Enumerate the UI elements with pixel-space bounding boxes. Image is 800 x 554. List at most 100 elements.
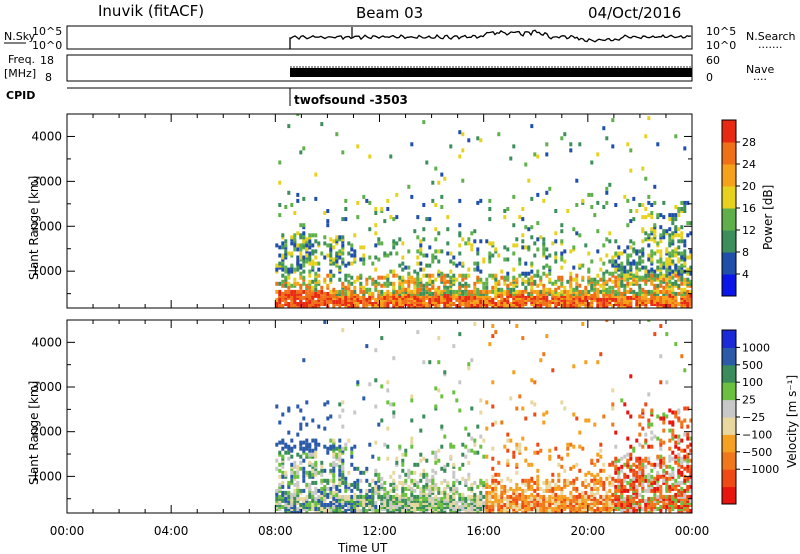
heatmap-cell bbox=[545, 302, 549, 306]
heatmap-cell bbox=[299, 251, 303, 256]
heatmap-cell bbox=[299, 289, 303, 294]
colorbar-tick-label: −25 bbox=[742, 411, 765, 424]
heatmap-cell bbox=[647, 233, 651, 238]
heatmap-cell bbox=[380, 494, 384, 499]
heatmap-cell bbox=[602, 414, 606, 419]
heatmap-cell bbox=[401, 452, 405, 457]
heatmap-cell bbox=[413, 470, 417, 475]
heatmap-cell bbox=[668, 265, 672, 270]
heatmap-cell bbox=[434, 507, 438, 511]
heatmap-cell bbox=[281, 464, 285, 469]
heatmap-cell bbox=[449, 289, 453, 294]
heatmap-cell bbox=[440, 501, 444, 505]
heatmap-cell bbox=[491, 494, 495, 499]
heatmap-cell bbox=[440, 172, 444, 177]
heatmap-cell bbox=[290, 289, 294, 294]
heatmap-cell bbox=[644, 438, 648, 443]
heatmap-cell bbox=[335, 289, 339, 294]
colorbar-segment bbox=[722, 208, 736, 231]
heatmap-cell bbox=[542, 271, 546, 276]
heatmap-cell bbox=[431, 450, 435, 455]
heatmap-cell bbox=[293, 293, 297, 298]
heatmap-cell bbox=[602, 243, 606, 248]
heatmap-cell bbox=[308, 452, 312, 457]
heatmap-cell bbox=[602, 480, 606, 485]
freq-tick-top: 18 bbox=[40, 54, 54, 67]
heatmap-cell bbox=[515, 482, 519, 487]
heatmap-cell bbox=[599, 482, 603, 487]
heatmap-cell bbox=[605, 253, 609, 258]
heatmap-cell bbox=[611, 255, 615, 260]
heatmap-cell bbox=[335, 132, 339, 137]
heatmap-cell bbox=[497, 279, 501, 284]
heatmap-cell bbox=[602, 462, 606, 467]
colorbar-segment bbox=[722, 399, 736, 418]
heatmap-cell bbox=[302, 275, 306, 280]
heatmap-cell bbox=[524, 300, 528, 304]
heatmap-cell bbox=[341, 400, 345, 405]
heatmap-cell bbox=[545, 289, 549, 294]
heatmap-cell bbox=[596, 289, 600, 294]
heatmap-cell bbox=[398, 237, 402, 242]
heatmap-cell bbox=[542, 237, 546, 242]
heatmap-cell bbox=[512, 289, 516, 294]
heatmap-cell bbox=[395, 456, 399, 461]
heatmap-cell bbox=[419, 458, 423, 463]
heatmap-cell bbox=[509, 281, 513, 286]
heatmap-cell bbox=[659, 488, 663, 493]
heatmap-cell bbox=[596, 458, 600, 463]
heatmap-cell bbox=[290, 462, 294, 467]
heatmap-cell bbox=[614, 259, 618, 264]
heatmap-cell bbox=[386, 388, 390, 393]
heatmap-cell bbox=[623, 289, 627, 294]
heatmap-cell bbox=[617, 251, 621, 256]
heatmap-cell bbox=[491, 474, 495, 479]
heatmap-cell bbox=[524, 285, 528, 290]
heatmap-cell bbox=[602, 507, 606, 511]
heatmap-cell bbox=[476, 275, 480, 280]
heatmap-cell bbox=[554, 239, 558, 244]
heatmap-cell bbox=[674, 300, 678, 304]
colorbar-tick-label: 16 bbox=[742, 202, 756, 215]
heatmap-cell bbox=[413, 279, 417, 284]
heatmap-cell bbox=[686, 476, 690, 481]
heatmap-cell bbox=[689, 418, 692, 423]
heatmap-cell bbox=[434, 300, 438, 304]
heatmap-cell bbox=[437, 231, 441, 236]
heatmap-cell bbox=[530, 275, 534, 280]
heatmap-cell bbox=[662, 265, 666, 270]
heatmap-cell bbox=[461, 277, 465, 282]
heatmap-cell bbox=[395, 484, 399, 489]
heatmap-cell bbox=[482, 257, 486, 262]
heatmap-cell bbox=[668, 501, 672, 505]
heatmap-cell bbox=[437, 486, 441, 491]
heatmap-cell bbox=[359, 245, 363, 250]
y-tick-label: 1000 bbox=[31, 264, 62, 278]
heatmap-cell bbox=[632, 293, 636, 298]
heatmap-cell bbox=[524, 458, 528, 463]
heatmap-cell bbox=[662, 468, 666, 473]
heatmap-cell bbox=[590, 277, 594, 282]
heatmap-cell bbox=[359, 257, 363, 262]
heatmap-cell bbox=[620, 297, 624, 302]
heatmap-cell bbox=[296, 464, 300, 469]
heatmap-cell bbox=[560, 265, 564, 270]
heatmap-cell bbox=[572, 245, 576, 250]
heatmap-cell bbox=[320, 480, 324, 485]
heatmap-cell bbox=[539, 275, 543, 280]
heatmap-cell bbox=[659, 494, 663, 499]
heatmap-cell bbox=[431, 501, 435, 505]
heatmap-cell bbox=[326, 416, 330, 421]
heatmap-cell bbox=[575, 476, 579, 481]
heatmap-cell bbox=[548, 448, 552, 453]
heatmap-cell bbox=[359, 488, 363, 493]
heatmap-cell bbox=[656, 501, 660, 505]
heatmap-cell bbox=[308, 482, 312, 487]
heatmap-cell bbox=[359, 289, 363, 294]
heatmap-cell bbox=[440, 444, 444, 449]
heatmap-cell bbox=[500, 492, 504, 497]
heatmap-cell bbox=[302, 255, 306, 260]
heatmap-cell bbox=[374, 287, 378, 292]
heatmap-cell bbox=[416, 235, 420, 240]
heatmap-cell bbox=[368, 488, 372, 493]
